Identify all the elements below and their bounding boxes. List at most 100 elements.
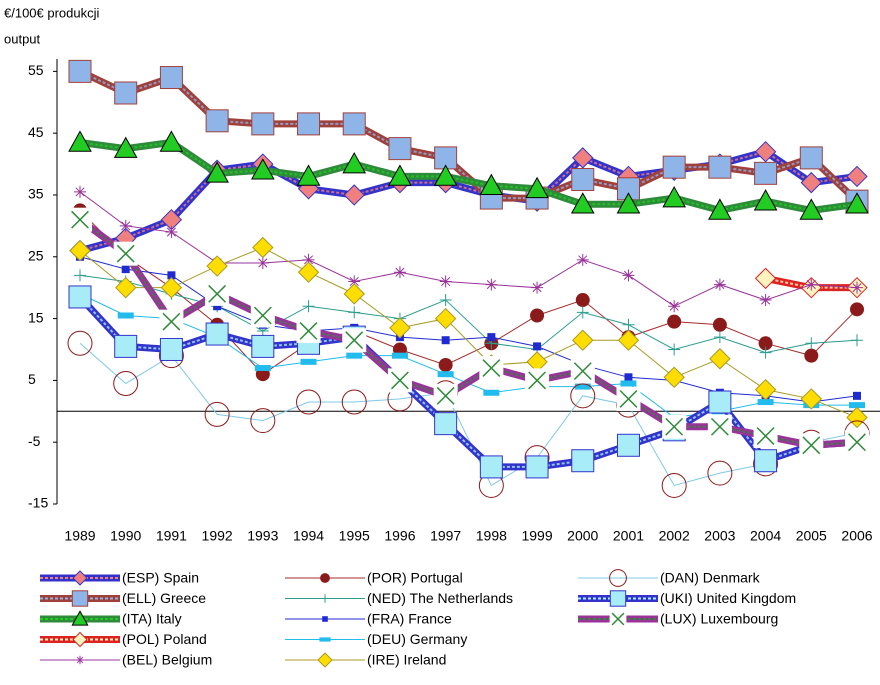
series-line — [79, 293, 857, 418]
series — [69, 141, 868, 262]
series-line — [79, 191, 858, 307]
y-tick-label: 35 — [28, 186, 44, 202]
marker-x — [482, 359, 501, 377]
marker — [300, 358, 317, 365]
series — [73, 203, 864, 382]
marker — [121, 265, 130, 274]
marker — [322, 616, 328, 622]
marker — [799, 146, 823, 170]
marker-x — [162, 312, 181, 331]
marker — [72, 631, 88, 648]
x-tick-label: 1996 — [384, 528, 415, 544]
marker-x — [208, 284, 227, 303]
series — [68, 207, 869, 458]
marker — [320, 573, 330, 583]
marker — [434, 307, 457, 330]
marker — [252, 236, 274, 259]
marker — [616, 386, 641, 411]
legend-label: (NED) The Netherlands — [367, 590, 513, 606]
marker — [343, 283, 365, 305]
marker — [662, 186, 687, 208]
x-tick-label: 2003 — [704, 528, 735, 544]
marker — [575, 293, 590, 308]
marker — [302, 300, 315, 313]
marker — [205, 109, 229, 133]
marker — [574, 383, 591, 390]
legend-item: (ELL) Greece — [40, 590, 206, 607]
marker — [759, 294, 772, 307]
marker — [805, 278, 818, 291]
marker — [113, 241, 138, 266]
y-tick-label: 25 — [28, 247, 44, 263]
marker — [205, 161, 229, 183]
marker — [754, 141, 777, 163]
marker — [707, 414, 732, 439]
marker — [754, 161, 778, 185]
legend-label: (POL) Poland — [122, 631, 207, 647]
series-line — [79, 210, 858, 375]
marker — [387, 368, 412, 393]
marker — [250, 158, 275, 180]
marker-x — [299, 322, 318, 340]
x-tick-label: 2004 — [750, 528, 781, 544]
marker — [297, 112, 321, 136]
marker — [256, 256, 269, 269]
marker — [662, 414, 687, 439]
marker — [667, 314, 682, 329]
marker — [250, 408, 276, 434]
marker — [159, 66, 183, 90]
marker — [117, 312, 134, 319]
legend-label: (POR) Portugal — [367, 570, 463, 586]
series — [68, 130, 869, 220]
marker — [113, 136, 138, 158]
marker — [570, 359, 595, 384]
marker — [204, 401, 230, 427]
marker — [609, 569, 627, 587]
marker — [479, 455, 503, 479]
marker-x — [71, 210, 89, 229]
legend-item: (FRA) France — [285, 611, 452, 627]
marker — [850, 302, 864, 317]
legend-label: (DEU) Germany — [367, 631, 467, 647]
legend-item: (POL) Poland — [40, 631, 207, 648]
marker — [846, 165, 868, 188]
legend-label: (DAN) Denmark — [660, 570, 761, 586]
series — [69, 236, 868, 429]
marker — [433, 164, 458, 186]
marker — [616, 433, 640, 457]
legend-item: (BEL) Belgium — [40, 652, 212, 668]
marker-x — [573, 362, 592, 381]
legend-item: (UKI) United Kingdom — [578, 590, 796, 607]
x-tick-label: 1991 — [156, 528, 187, 544]
marker — [114, 81, 138, 105]
marker — [68, 207, 92, 232]
marker — [571, 449, 595, 473]
legend-item: (NED) The Netherlands — [285, 590, 513, 606]
marker — [663, 366, 685, 389]
marker — [849, 402, 865, 409]
marker — [68, 285, 92, 309]
x-tick-label: 1993 — [247, 528, 278, 544]
marker — [754, 267, 777, 290]
marker — [804, 348, 819, 363]
marker-x — [391, 371, 409, 390]
marker — [620, 380, 637, 387]
marker — [67, 330, 93, 356]
marker — [68, 130, 92, 152]
marker — [483, 389, 500, 396]
marker — [479, 173, 504, 196]
x-tick-label: 2006 — [841, 528, 872, 544]
marker — [708, 390, 732, 414]
legend-item: (ITA) Italy — [40, 610, 182, 627]
marker — [576, 306, 589, 319]
marker — [296, 389, 322, 415]
marker — [296, 318, 321, 343]
marker — [485, 278, 498, 291]
marker — [342, 112, 366, 136]
marker — [662, 155, 686, 179]
legend-item: (ESP) Spain — [40, 570, 199, 586]
marker — [68, 59, 92, 83]
y-tick-label: 45 — [28, 124, 44, 140]
marker — [113, 370, 139, 396]
marker — [609, 610, 627, 628]
